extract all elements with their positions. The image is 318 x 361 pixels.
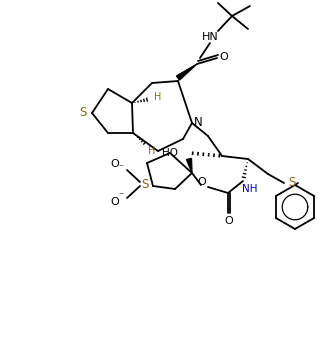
- Text: O: O: [111, 159, 119, 169]
- Text: HO: HO: [162, 148, 178, 158]
- Text: HN: HN: [202, 32, 218, 42]
- Polygon shape: [187, 158, 192, 173]
- Text: H: H: [148, 146, 156, 156]
- Text: NH: NH: [242, 184, 258, 194]
- Text: O: O: [225, 216, 233, 226]
- Text: H: H: [154, 92, 162, 102]
- Text: S: S: [288, 175, 296, 188]
- Text: N: N: [194, 116, 202, 129]
- Text: ⁻: ⁻: [118, 163, 124, 173]
- Text: O: O: [197, 177, 206, 187]
- Polygon shape: [176, 64, 197, 80]
- Text: S: S: [79, 106, 87, 119]
- Text: O: O: [111, 197, 119, 207]
- Text: S: S: [141, 178, 149, 191]
- Text: O: O: [220, 52, 228, 62]
- Text: ⁻: ⁻: [118, 191, 124, 201]
